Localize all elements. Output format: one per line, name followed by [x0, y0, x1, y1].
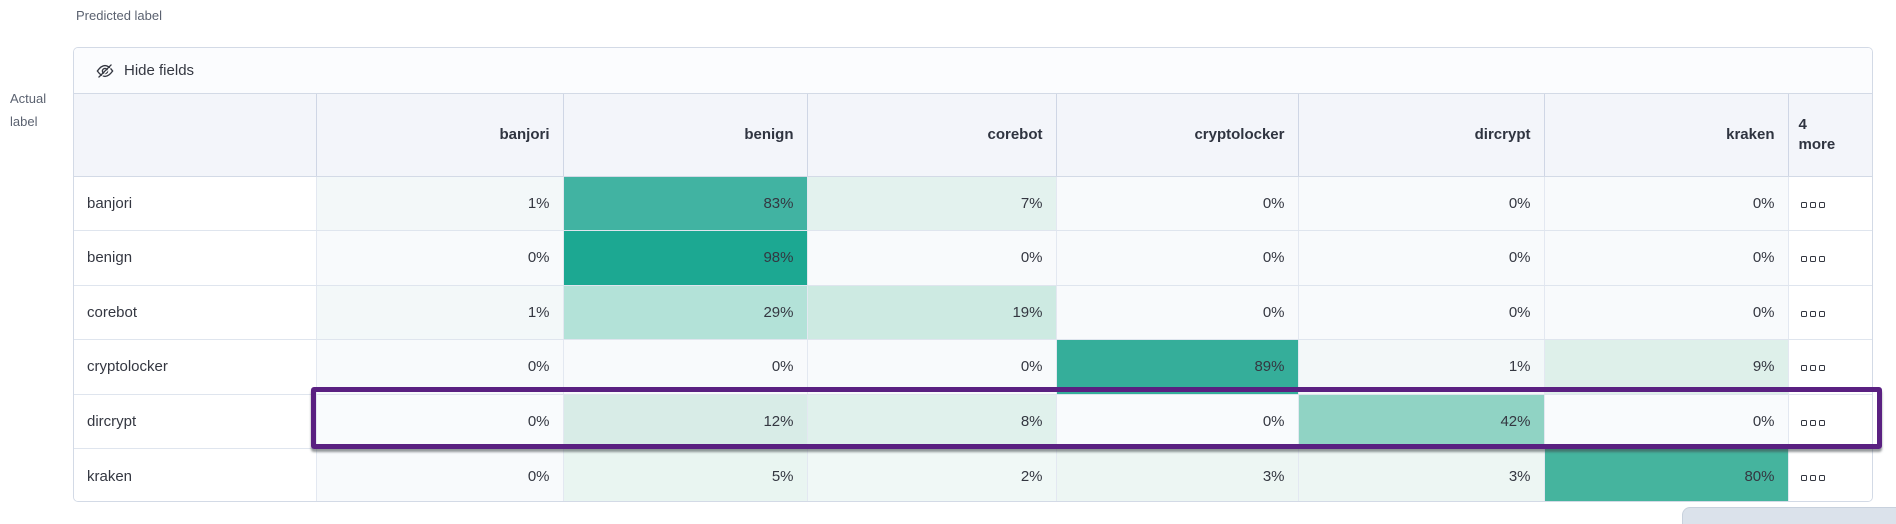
- actual-label-line2: label: [10, 114, 38, 129]
- actual-label-line1: Actual: [10, 91, 47, 106]
- cell-dircrypt-kraken[interactable]: 0%: [1544, 394, 1789, 449]
- cell-dircrypt-corebot[interactable]: 8%: [807, 394, 1057, 449]
- cell-banjori-cryptolocker[interactable]: 0%: [1056, 176, 1299, 231]
- ellipsis-squares-icon: [1800, 310, 1825, 317]
- ellipsis-squares-icon: [1800, 474, 1825, 481]
- row-label-corebot: corebot: [74, 285, 317, 340]
- hide-fields-button[interactable]: Hide fields: [74, 48, 1872, 94]
- row-label-benign: benign: [74, 230, 317, 286]
- cell-benign-kraken[interactable]: 0%: [1544, 230, 1789, 286]
- more-columns-cell-banjori[interactable]: [1788, 176, 1872, 231]
- confusion-matrix-panel: Hide fields banjori benign corebot cryptolo…: [73, 47, 1873, 502]
- col-header-more[interactable]: 4 more: [1788, 94, 1872, 177]
- cell-kraken-dircrypt[interactable]: 3%: [1298, 448, 1545, 501]
- cell-cryptolocker-banjori[interactable]: 0%: [316, 339, 564, 395]
- matrix-row-kraken: kraken 0% 5% 2% 3% 3% 80%: [74, 448, 1872, 501]
- matrix-row-benign: benign 0% 98% 0% 0% 0% 0%: [74, 230, 1872, 286]
- col-header-dircrypt[interactable]: dircrypt: [1298, 94, 1545, 177]
- more-columns-cell-benign[interactable]: [1788, 230, 1872, 286]
- more-columns-cell-dircrypt[interactable]: [1788, 394, 1872, 449]
- matrix-row-cryptolocker: cryptolocker 0% 0% 0% 89% 1% 9%: [74, 339, 1872, 395]
- ellipsis-squares-icon: [1800, 256, 1825, 263]
- cell-cryptolocker-benign[interactable]: 0%: [563, 339, 808, 395]
- cell-cryptolocker-dircrypt[interactable]: 1%: [1298, 339, 1545, 395]
- row-label-kraken: kraken: [74, 448, 317, 501]
- more-columns-cell-cryptolocker[interactable]: [1788, 339, 1872, 395]
- cell-kraken-corebot[interactable]: 2%: [807, 448, 1057, 501]
- predicted-label-axis: Predicted label: [76, 8, 162, 23]
- row-label-dircrypt: dircrypt: [74, 394, 317, 449]
- cell-banjori-benign[interactable]: 83%: [563, 176, 808, 231]
- col-header-kraken[interactable]: kraken: [1544, 94, 1789, 177]
- cell-dircrypt-cryptolocker[interactable]: 0%: [1056, 394, 1299, 449]
- cell-dircrypt-benign[interactable]: 12%: [563, 394, 808, 449]
- cell-banjori-corebot[interactable]: 7%: [807, 176, 1057, 231]
- eye-slash-icon: [96, 63, 114, 79]
- ellipsis-squares-icon: [1800, 419, 1825, 426]
- matrix-row-banjori: banjori 1% 83% 7% 0% 0% 0%: [74, 176, 1872, 231]
- more-columns-cell-kraken[interactable]: [1788, 448, 1872, 501]
- confusion-matrix-table: banjori benign corebot cryptolocker dircrypt…: [74, 94, 1872, 501]
- matrix-row-corebot: corebot 1% 29% 19% 0% 0% 0%: [74, 285, 1872, 340]
- cell-benign-corebot[interactable]: 0%: [807, 230, 1057, 286]
- cell-cryptolocker-corebot[interactable]: 0%: [807, 339, 1057, 395]
- actual-label-axis: Actual label: [10, 87, 46, 133]
- cell-corebot-banjori[interactable]: 1%: [316, 285, 564, 340]
- cell-corebot-kraken[interactable]: 0%: [1544, 285, 1789, 340]
- cell-benign-benign[interactable]: 98%: [563, 230, 808, 286]
- cell-kraken-cryptolocker[interactable]: 3%: [1056, 448, 1299, 501]
- cell-banjori-kraken[interactable]: 0%: [1544, 176, 1789, 231]
- cell-kraken-kraken[interactable]: 80%: [1544, 448, 1789, 501]
- cell-kraken-banjori[interactable]: 0%: [316, 448, 564, 501]
- cell-benign-cryptolocker[interactable]: 0%: [1056, 230, 1299, 286]
- col-header-cryptolocker[interactable]: cryptolocker: [1056, 94, 1299, 177]
- cell-benign-dircrypt[interactable]: 0%: [1298, 230, 1545, 286]
- col-header-banjori[interactable]: banjori: [316, 94, 564, 177]
- header-corner-cell: [74, 94, 317, 177]
- cell-cryptolocker-cryptolocker[interactable]: 89%: [1056, 339, 1299, 395]
- matrix-row-dircrypt: dircrypt 0% 12% 8% 0% 42% 0%: [74, 394, 1872, 449]
- hide-fields-label: Hide fields: [124, 62, 195, 79]
- cell-kraken-benign[interactable]: 5%: [563, 448, 808, 501]
- cell-dircrypt-banjori[interactable]: 0%: [316, 394, 564, 449]
- cell-corebot-dircrypt[interactable]: 0%: [1298, 285, 1545, 340]
- row-label-cryptolocker: cryptolocker: [74, 339, 317, 395]
- ellipsis-squares-icon: [1800, 201, 1825, 208]
- ellipsis-squares-icon: [1800, 365, 1825, 372]
- cell-corebot-cryptolocker[interactable]: 0%: [1056, 285, 1299, 340]
- cell-corebot-benign[interactable]: 29%: [563, 285, 808, 340]
- cell-banjori-dircrypt[interactable]: 0%: [1298, 176, 1545, 231]
- horizontal-scrollbar[interactable]: [1682, 507, 1896, 524]
- col-header-corebot[interactable]: corebot: [807, 94, 1057, 177]
- cell-dircrypt-dircrypt[interactable]: 42%: [1298, 394, 1545, 449]
- cell-banjori-banjori[interactable]: 1%: [316, 176, 564, 231]
- col-header-benign[interactable]: benign: [563, 94, 808, 177]
- more-columns-cell-corebot[interactable]: [1788, 285, 1872, 340]
- cell-benign-banjori[interactable]: 0%: [316, 230, 564, 286]
- cell-corebot-corebot[interactable]: 19%: [807, 285, 1057, 340]
- row-label-banjori: banjori: [74, 176, 317, 231]
- cell-cryptolocker-kraken[interactable]: 9%: [1544, 339, 1789, 395]
